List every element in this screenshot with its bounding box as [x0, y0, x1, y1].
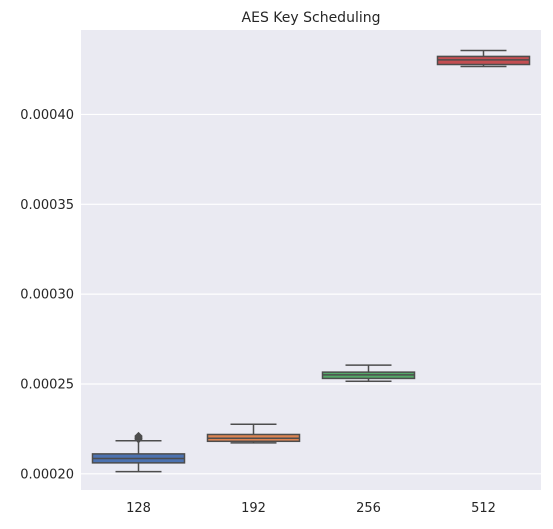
- grid-lines: [81, 113, 541, 475]
- chart-title: AES Key Scheduling: [242, 10, 381, 26]
- x-tick-labels: 128 192 256 512: [126, 501, 496, 516]
- outlier-point: [134, 431, 143, 440]
- plot-area: [81, 30, 541, 490]
- boxes: [91, 49, 531, 473]
- box-128: [91, 431, 186, 473]
- x-tick-label: 128: [126, 501, 151, 516]
- x-tick-label: 256: [356, 501, 381, 516]
- x-tick-label: 192: [241, 501, 266, 516]
- box-192: [206, 423, 301, 444]
- x-tick-label: 512: [471, 501, 496, 516]
- y-tick-label: 0.00040: [20, 108, 74, 123]
- box-256: [321, 364, 416, 383]
- box-512: [436, 49, 531, 68]
- y-tick-label: 0.00025: [20, 377, 74, 392]
- y-tick-labels: 0.00020 0.00025 0.00030 0.00035 0.00040: [20, 108, 74, 482]
- y-tick-label: 0.00035: [20, 198, 74, 213]
- y-tick-label: 0.00030: [20, 288, 74, 303]
- y-tick-label: 0.00020: [20, 467, 74, 482]
